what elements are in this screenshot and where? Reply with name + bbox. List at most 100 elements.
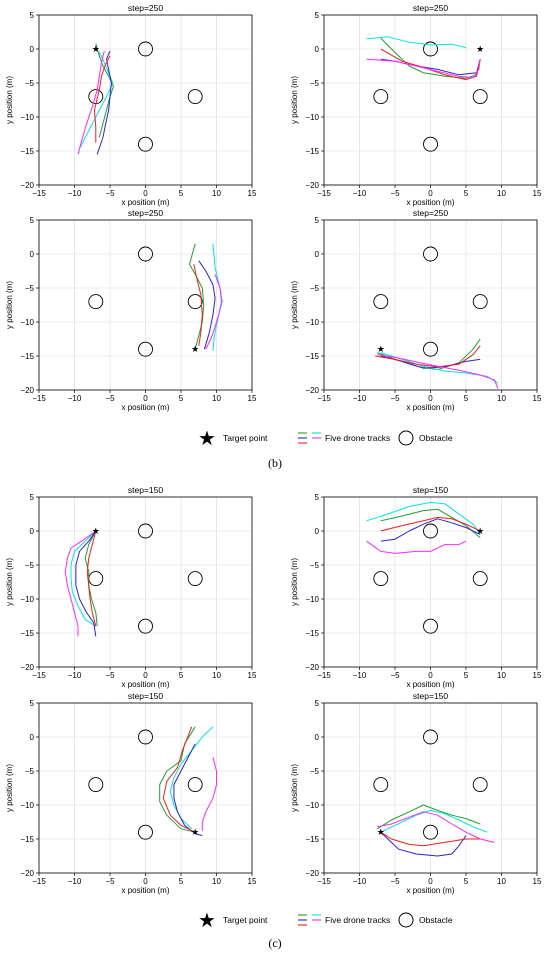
- y-axis-label: y position (m): [290, 764, 299, 812]
- x-tick-label: −5: [390, 877, 400, 886]
- y-tick-label: −5: [310, 79, 320, 88]
- x-axis-label: x position (m): [406, 680, 454, 689]
- y-tick-label: −10: [20, 595, 34, 604]
- x-tick-label: 0: [143, 671, 148, 680]
- x-axis-label: x position (m): [121, 680, 169, 689]
- drone-track-line: [380, 831, 481, 847]
- x-tick-label: −5: [105, 671, 115, 680]
- plot-title: step=150: [413, 691, 448, 701]
- x-tick-label: −10: [68, 189, 82, 198]
- drone-track-line: [77, 50, 105, 155]
- plot-title: step=250: [128, 208, 163, 218]
- drone-track-line: [198, 260, 216, 350]
- x-tick-label: −5: [390, 189, 400, 198]
- x-tick-label: 0: [428, 394, 433, 403]
- x-tick-label: 5: [464, 394, 469, 403]
- legend-target-star: ★: [198, 428, 216, 450]
- drone-track-line: [212, 243, 223, 351]
- y-tick-label: 0: [315, 733, 320, 742]
- obstacle-circle: [88, 777, 104, 793]
- target-star: ★: [377, 344, 385, 354]
- y-tick-label: −15: [305, 352, 319, 361]
- drone-track-line: [84, 530, 98, 627]
- plot-frame: [38, 702, 253, 874]
- y-tick-label: 0: [315, 45, 320, 54]
- x-tick-label: −15: [317, 671, 331, 680]
- x-tick-label: 10: [497, 671, 506, 680]
- drone-track-line: [96, 50, 112, 155]
- legend-target-label: Target point: [223, 915, 268, 925]
- y-tick-label: −5: [310, 767, 320, 776]
- drone-track-line: [377, 811, 495, 843]
- y-axis-label: y position (m): [290, 558, 299, 606]
- y-tick-label: 5: [30, 699, 35, 708]
- drone-track-line: [366, 58, 481, 79]
- y-tick-label: 5: [315, 216, 320, 225]
- drone-track-line: [380, 48, 481, 81]
- legend-obstacle-label: Obstacle: [419, 433, 453, 443]
- legend-obstacle-icon: [398, 912, 414, 928]
- x-tick-label: 5: [179, 671, 184, 680]
- x-tick-label: −5: [105, 877, 115, 886]
- drone-track-line: [70, 530, 97, 627]
- legend-tracks-label: Five drone tracks: [325, 915, 390, 925]
- plot-title: step=150: [413, 485, 448, 495]
- drone-track-line: [162, 726, 196, 833]
- obstacle-circle: [423, 341, 438, 357]
- drone-track-line: [377, 354, 499, 389]
- x-tick-label: −10: [353, 189, 367, 198]
- drone-track-line: [201, 757, 217, 831]
- legend-tracks-swatch: [298, 914, 321, 926]
- plot-frame: [323, 14, 538, 186]
- x-tick-label: −10: [68, 877, 82, 886]
- x-tick-label: 0: [143, 394, 148, 403]
- y-tick-label: −20: [305, 181, 319, 190]
- x-tick-label: 5: [464, 877, 469, 886]
- drone-track-line: [380, 508, 481, 539]
- y-tick-label: 5: [30, 11, 35, 20]
- plot-panels: −15 −10 −5 0 5 10 15 5 0 −5 −10 −15 −20 ★ step=250 x po…: [5, 3, 542, 895]
- x-tick-label: −15: [317, 394, 331, 403]
- y-tick-label: 5: [315, 493, 320, 502]
- y-tick-label: −10: [305, 113, 319, 122]
- x-tick-label: 5: [179, 877, 184, 886]
- x-tick-label: −5: [390, 671, 400, 680]
- x-axis-label: x position (m): [406, 198, 454, 207]
- plot-title: step=150: [128, 485, 163, 495]
- drone-track-line: [169, 726, 214, 830]
- target-star: ★: [92, 526, 100, 536]
- plot-frame: [323, 702, 538, 874]
- obstacle-circle: [187, 89, 203, 105]
- drone-track-line: [95, 43, 114, 138]
- x-tick-label: −15: [32, 671, 46, 680]
- obstacle-circle: [373, 777, 389, 793]
- x-tick-label: −5: [105, 189, 115, 198]
- y-tick-label: 0: [30, 250, 35, 259]
- drone-track-line: [380, 352, 499, 384]
- x-tick-label: 10: [497, 189, 506, 198]
- obstacle-circle: [423, 618, 438, 634]
- y-tick-label: 5: [315, 11, 320, 20]
- y-tick-label: −5: [310, 561, 320, 570]
- y-tick-label: 0: [315, 527, 320, 536]
- legend-obstacle-icon: [398, 430, 414, 446]
- x-tick-label: 15: [533, 189, 542, 198]
- x-tick-label: 0: [428, 877, 433, 886]
- y-tick-label: 0: [315, 250, 320, 259]
- obstacle-circle: [423, 246, 438, 262]
- legend-target-label: Target point: [223, 433, 268, 443]
- x-tick-label: −10: [353, 671, 367, 680]
- x-tick-label: 10: [497, 877, 506, 886]
- y-axis-label: y position (m): [290, 281, 299, 329]
- legend-target-star: ★: [198, 910, 216, 932]
- obstacle-circle: [423, 41, 438, 57]
- y-tick-label: −15: [305, 147, 319, 156]
- y-tick-label: −10: [20, 113, 34, 122]
- plot-frame: [38, 496, 253, 668]
- obstacle-circle: [373, 571, 389, 587]
- x-tick-label: −15: [32, 394, 46, 403]
- obstacle-circle: [138, 341, 153, 357]
